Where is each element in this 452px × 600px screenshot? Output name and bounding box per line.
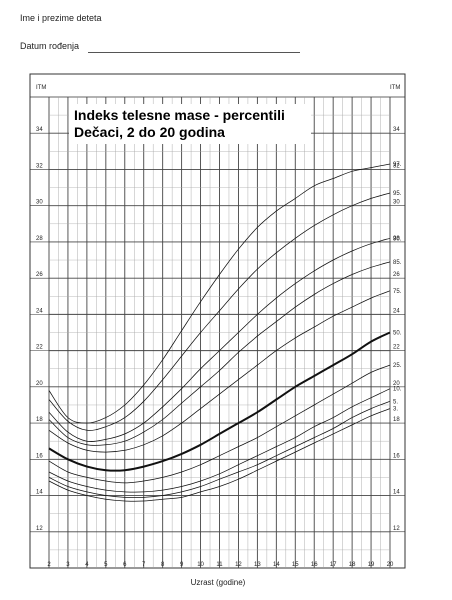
y-tick-label-left: 18 (36, 417, 43, 423)
x-axis-label: Uzrast (godine) (191, 578, 246, 587)
x-tick-label: 7 (142, 562, 146, 568)
percentile-curve-3 (48, 408, 391, 502)
x-tick-label: 3 (66, 562, 70, 568)
y-tick-label-left: 16 (36, 453, 43, 459)
x-tick-label: 6 (123, 562, 127, 568)
y-tick-label-right: 24 (393, 308, 400, 314)
y-tick-label-left: 22 (36, 345, 43, 351)
percentile-label-3: 3. (393, 407, 398, 413)
percentile-curve-5 (48, 400, 391, 498)
y-tick-label-right: 20 (393, 381, 400, 387)
x-tick-label: 2 (47, 562, 51, 568)
x-tick-label: 16 (311, 562, 318, 568)
percentile-curve-95 (48, 192, 391, 431)
percentile-curve-10 (48, 388, 391, 493)
x-tick-label: 13 (254, 562, 261, 568)
y-tick-label-left: 34 (36, 127, 43, 133)
x-tick-label: 18 (349, 562, 356, 568)
y-tick-label-left: 28 (36, 236, 43, 242)
x-tick-label: 9 (180, 562, 184, 568)
y-tick-label-right: 16 (393, 453, 400, 459)
x-tick-label: 8 (161, 562, 165, 568)
x-tick-label: 10 (197, 562, 204, 568)
percentile-curve-25 (48, 364, 391, 484)
y-tick-label-right: 34 (393, 127, 400, 133)
grid-lines (30, 97, 405, 568)
x-tick-label: 12 (235, 562, 242, 568)
y-tick-label-right: 28 (393, 236, 400, 242)
percentile-curve-75 (48, 290, 391, 453)
y-tick-label-right: 26 (393, 272, 400, 278)
x-tick-label: 19 (368, 562, 375, 568)
y-tick-label-right: 14 (393, 490, 400, 496)
percentile-label-75: 75. (393, 289, 402, 295)
chart-frame (29, 73, 406, 569)
percentile-label-95: 95. (393, 191, 402, 197)
y-tick-label-right: 30 (393, 200, 400, 206)
y-tick-label-left: 26 (36, 272, 43, 278)
x-tick-label: 11 (216, 562, 223, 568)
percentile-curve-50 (48, 331, 391, 472)
y-tick-label-left: 24 (36, 308, 43, 314)
x-tick-label: 4 (85, 562, 89, 568)
x-tick-label: 15 (292, 562, 299, 568)
y-tick-label-right: 32 (393, 163, 400, 169)
y-tick-label-left: 32 (36, 163, 43, 169)
birth-date-label: Datum rođenja (20, 41, 80, 51)
percentile-curve-97 (48, 163, 391, 424)
title-box (69, 104, 311, 144)
y-tick-label-right: 22 (393, 345, 400, 351)
percentile-label-25: 25. (393, 363, 402, 369)
x-tick-label: 17 (330, 562, 337, 568)
percentile-label-97: 97. (393, 162, 402, 168)
percentile-curve-90 (48, 237, 391, 442)
y-tick-label-right: 18 (393, 417, 400, 423)
percentile-curve-85 (48, 261, 391, 446)
y-tick-label-left: 14 (36, 490, 43, 496)
y-axis-label-right: ITM (390, 85, 400, 91)
birth-date-line[interactable] (88, 52, 300, 53)
percentile-label-90: 90. (393, 236, 402, 242)
x-tick-label: 20 (387, 562, 394, 568)
y-tick-label-right: 12 (393, 526, 400, 532)
y-tick-label-left: 30 (36, 200, 43, 206)
percentile-labels: 97. 95. 90. 85. 75. 50. 25. 10. 5. 3. (393, 162, 402, 413)
child-name-label: Ime i prezime deteta (20, 13, 102, 23)
x-tick-label: 5 (104, 562, 108, 568)
chart-subtitle: Dečaci, 2 do 20 godina (74, 124, 225, 140)
x-tick-label: 14 (273, 562, 280, 568)
y-axis-label-left: ITM (36, 85, 46, 91)
percentile-label-5: 5. (393, 399, 398, 405)
y-tick-label-left: 20 (36, 381, 43, 387)
percentile-label-50: 50. (393, 331, 402, 337)
percentile-label-10: 10. (393, 387, 402, 393)
percentile-label-85: 85. (393, 260, 402, 266)
y-tick-label-left: 12 (36, 526, 43, 532)
chart-title: Indeks telesne mase - percentili (74, 107, 285, 123)
percentile-curves (48, 163, 391, 502)
